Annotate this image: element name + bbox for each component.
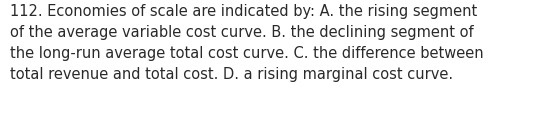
Text: 112. Economies of scale are indicated by: A. the rising segment
of the average v: 112. Economies of scale are indicated by…: [10, 4, 484, 83]
